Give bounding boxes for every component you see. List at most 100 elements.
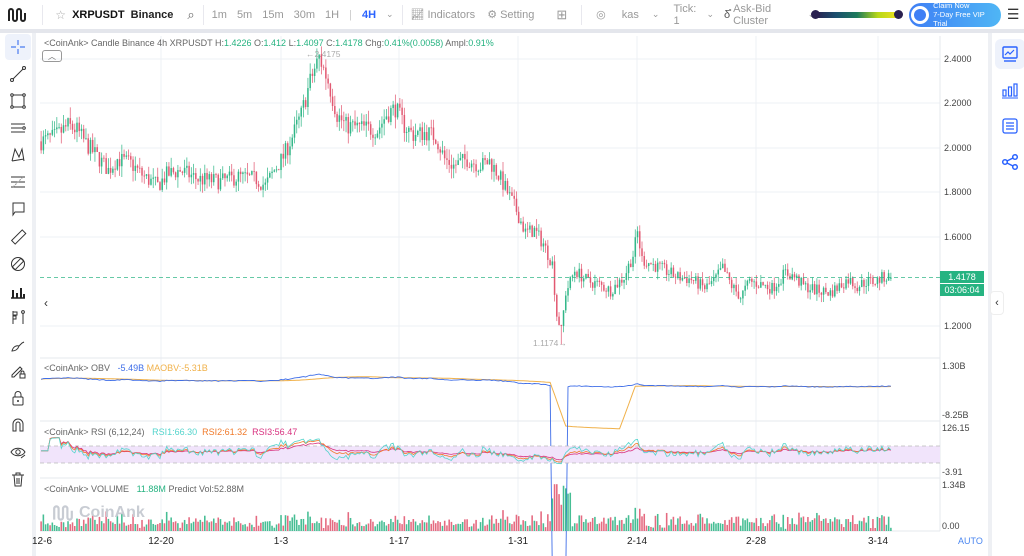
chart-icon[interactable] (995, 39, 1024, 69)
lock-drawings-icon[interactable] (0, 357, 36, 384)
price-tick: 1.2000 (944, 321, 972, 331)
rsi3-value: RSI3:56.47 (252, 427, 298, 437)
collapse-right-panel-icon[interactable]: ‹ (990, 291, 1004, 315)
divider (581, 4, 583, 25)
rsi2-value: RSI2:61.32 (202, 427, 248, 437)
coinank-logo-icon[interactable] (0, 7, 34, 23)
divider (42, 4, 44, 25)
cluster-label: Ask-Bid Cluster (733, 2, 772, 27)
visibility-eye-icon[interactable]: ◎ (596, 9, 606, 21)
amplitude-label: Ampl: (445, 38, 469, 48)
layout-grid-icon[interactable]: ⊞ (556, 6, 568, 22)
maobv-value: MAOBV:-5.31B (146, 363, 208, 373)
setting-button[interactable]: ⚙ Setting (487, 8, 535, 22)
price-tick: 2.0000 (944, 143, 972, 153)
amplitude-value: 0.91% (468, 38, 494, 48)
chart-area[interactable] (38, 33, 990, 556)
crosshair-icon[interactable] (0, 33, 36, 60)
close-value: 1.4178 (335, 38, 363, 48)
rsi-prefix: <CoinAnk> RSI (6,12,24) (44, 427, 145, 437)
indicators-icon: 📈︎ (410, 9, 425, 21)
exchange-name[interactable]: Binance (130, 8, 174, 21)
divider (202, 4, 204, 25)
divider (401, 4, 403, 25)
price-tick: 2.2000 (944, 98, 972, 108)
fib-retracement-icon[interactable] (0, 168, 36, 195)
parallel-channel-icon[interactable] (0, 114, 36, 141)
collapse-legend-button[interactable]: ︿ (42, 50, 62, 62)
gear-icon: ⚙ (487, 9, 498, 21)
low-value: 1.4097 (296, 38, 324, 48)
lock-icon[interactable] (0, 384, 36, 411)
volume-profile-icon[interactable] (0, 277, 36, 304)
long-short-icon[interactable] (0, 303, 36, 330)
x-tick: 12-6 (31, 536, 53, 547)
claim-line2: 7-Day Free VIP Trial (933, 10, 985, 28)
kas-dropdown[interactable]: kas ⌄ (622, 9, 660, 21)
indicators-label: Indicators (427, 8, 476, 21)
timeframe-5m[interactable]: 5m (236, 8, 253, 21)
timeframe-30m[interactable]: 30m (293, 8, 316, 21)
ruler-icon[interactable] (0, 223, 36, 250)
x-tick: 1-31 (507, 536, 529, 547)
coinank-watermark: CoinAnk (52, 504, 145, 522)
pattern-icon[interactable] (0, 141, 36, 168)
cluster-icon: δ̊ (724, 8, 731, 21)
divider: | (349, 8, 352, 21)
timeframe-4h[interactable]: 4H (361, 8, 377, 21)
kas-label: kas (621, 8, 639, 21)
trend-line-icon[interactable] (0, 60, 36, 87)
auto-scale-button[interactable]: AUTO (958, 536, 983, 546)
scroll-left-arrow-icon[interactable]: ‹ (44, 296, 48, 310)
open-value: 1.412 (263, 38, 287, 48)
drawing-toolbar (0, 33, 36, 556)
timeframe-15m[interactable]: 15m (262, 8, 284, 21)
ask-bid-cluster-dropdown[interactable]: δ̊ Ask-Bid Cluster ⌄ (724, 3, 815, 27)
obv-tick: -8.25B (942, 410, 969, 420)
list-icon[interactable] (995, 111, 1024, 141)
trash-icon[interactable] (0, 465, 36, 492)
high-value: 1.4226 (223, 38, 252, 48)
hide-icon[interactable] (0, 438, 36, 465)
change-value: 0.41%(0.0058) (384, 38, 444, 48)
bar-chart-icon[interactable] (995, 75, 1024, 105)
timeframe-dropdown-chevron-icon[interactable]: ⌄ (386, 9, 394, 19)
timeframe-1h[interactable]: 1H (325, 8, 340, 21)
obv-legend: <CoinAnk> OBV -5.49B MAOBV:-5.31B (44, 363, 208, 373)
timeframe-1m[interactable]: 1m (211, 8, 227, 21)
close-label: C: (326, 38, 336, 48)
heatmap-color-slider[interactable] (811, 9, 904, 19)
magnet-icon[interactable] (0, 411, 36, 438)
legend-prefix: <CoinAnk> Candle Binance 4h XRPUSDT (44, 38, 213, 48)
watermark-text: CoinAnk (79, 504, 145, 521)
callout-icon[interactable] (0, 195, 36, 222)
claim-vip-trial-button[interactable]: Claim Now 7-Day Free VIP Trial (909, 1, 1001, 28)
setting-label: Setting (500, 8, 535, 21)
hamburger-menu-icon[interactable]: ☰ (1006, 6, 1020, 22)
volume-tick: 0.00 (942, 521, 960, 531)
symbol-name[interactable]: XRPUSDT (72, 8, 125, 21)
top-toolbar: ☆ XRPUSDT Binance ⌕ 1m 5m 15m 30m 1H | 4… (0, 0, 1024, 33)
brush-icon[interactable] (0, 331, 36, 358)
chart-canvas[interactable] (38, 33, 990, 556)
rsi1-value: RSI1:66.30 (152, 427, 198, 437)
volume-legend: <CoinAnk> VOLUME 11.88M Predict Vol:52.8… (44, 484, 244, 494)
price-tick: 1.8000 (944, 187, 972, 197)
x-tick: 12-20 (148, 536, 174, 547)
search-icon[interactable]: ⌕ (187, 6, 195, 22)
rectangle-icon[interactable] (0, 87, 36, 114)
price-tick: 1.6000 (944, 232, 972, 242)
low-label: L: (288, 38, 297, 48)
rsi-legend: <CoinAnk> RSI (6,12,24) RSI1:66.30 RSI2:… (44, 427, 297, 437)
claim-line1: Claim Now (933, 1, 970, 10)
favorite-star-icon[interactable]: ☆ (55, 7, 67, 22)
x-tick: 2-14 (626, 536, 648, 547)
indicators-button[interactable]: 📈︎ Indicators (410, 8, 476, 22)
period-low-annotation: 1.1174→ (533, 338, 567, 348)
tick-label: Tick: 1 (673, 2, 697, 27)
tick-dropdown[interactable]: Tick: 1 ⌄ (673, 3, 714, 27)
x-tick: 1-3 (273, 536, 289, 547)
obv-tick: 1.30B (942, 361, 966, 371)
share-icon[interactable] (995, 147, 1024, 177)
measure-icon[interactable] (0, 250, 36, 277)
